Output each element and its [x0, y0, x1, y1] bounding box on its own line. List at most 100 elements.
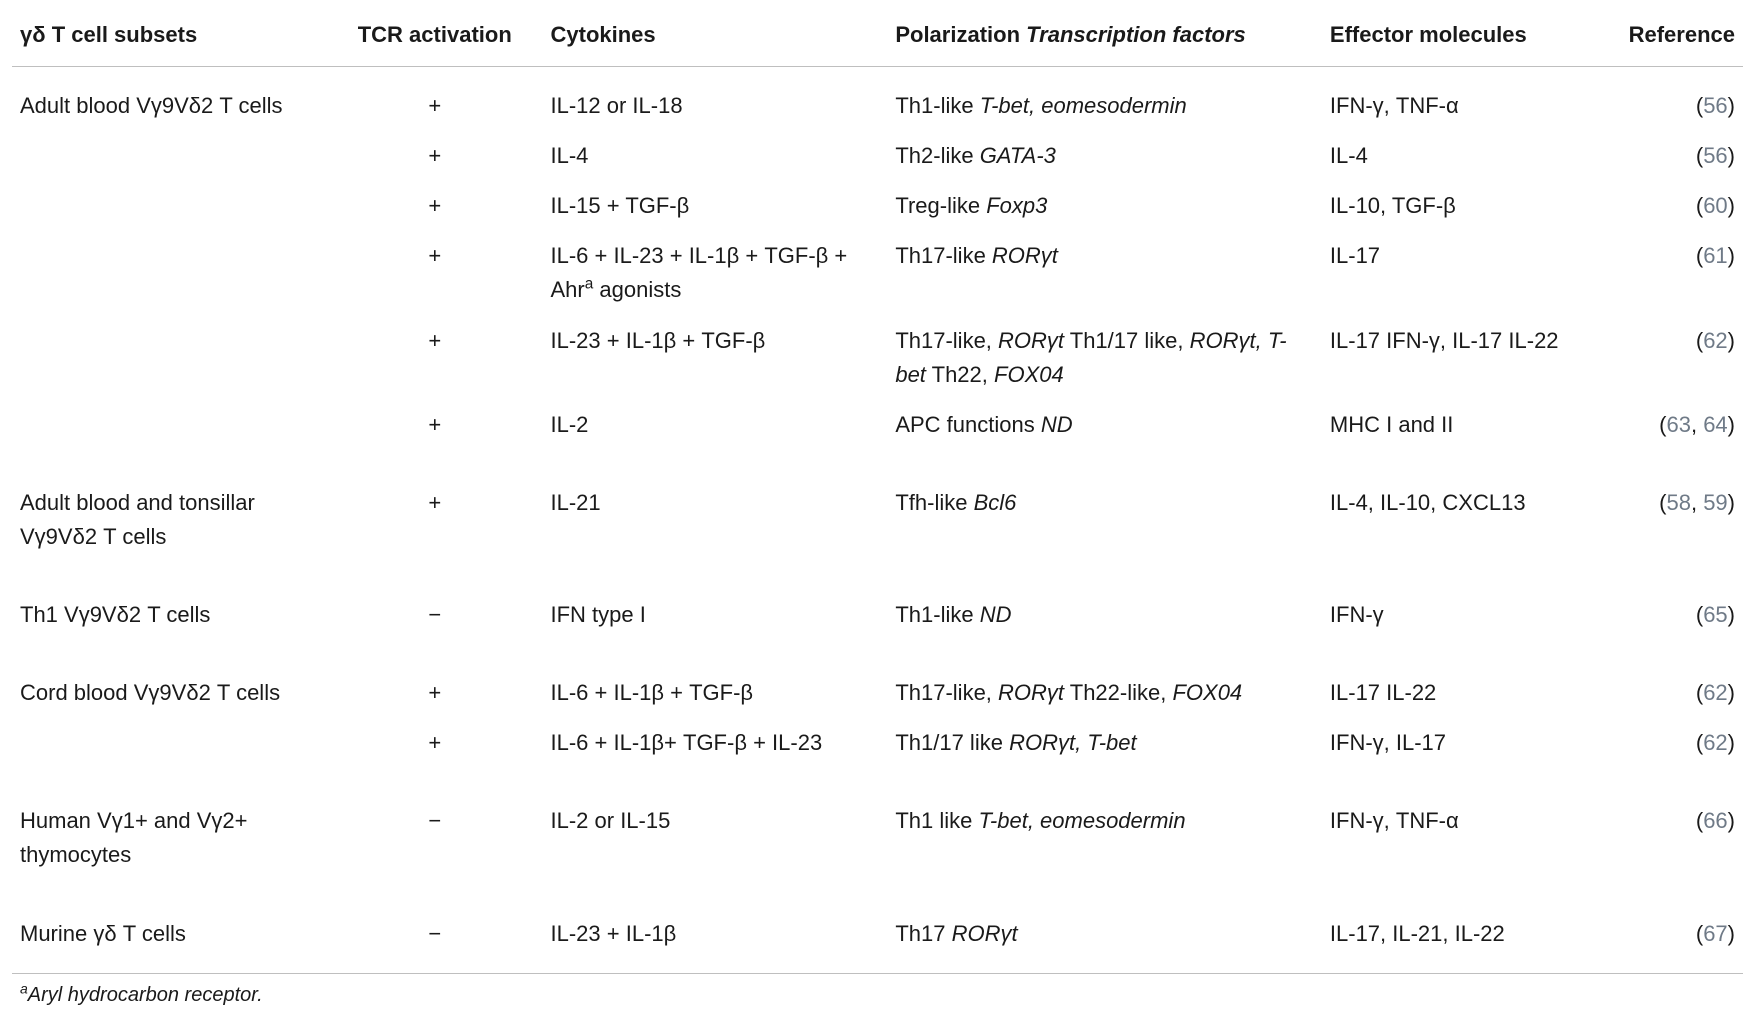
- reference-link[interactable]: 64: [1703, 412, 1727, 437]
- cell-polarization: APC functions ND: [887, 400, 1322, 464]
- table-row: Human Vγ1+ and Vγ2+ thymocytes−IL-2 or I…: [12, 782, 1743, 894]
- row-group: Murine γδ T cells−IL-23 + IL-1βTh17 RORγ…: [12, 895, 1743, 974]
- cell-cytokines: IL-6 + IL-1β + TGF-β: [543, 654, 888, 718]
- reference-link[interactable]: 63: [1666, 412, 1690, 437]
- cell-polarization: Tfh-like Bcl6: [887, 464, 1322, 576]
- cell-subset: Murine γδ T cells: [12, 895, 327, 974]
- table-row: +IL-2APC functions NDMHC I and II(63, 64…: [12, 400, 1743, 464]
- cell-tcr: +: [327, 131, 542, 181]
- cell-polarization: Th1/17 like RORγt, T-bet: [887, 718, 1322, 782]
- cell-subset: [12, 131, 327, 181]
- cell-polarization: Th1-like T-bet, eomesodermin: [887, 67, 1322, 132]
- cell-effector: IL-17, IL-21, IL-22: [1322, 895, 1577, 974]
- cell-tcr: +: [327, 464, 542, 576]
- table-row: Adult blood and tonsillar Vγ9Vδ2 T cells…: [12, 464, 1743, 576]
- cell-reference: (56): [1577, 67, 1743, 132]
- reference-link[interactable]: 59: [1703, 490, 1727, 515]
- reference-link[interactable]: 58: [1666, 490, 1690, 515]
- cell-cytokines: IFN type I: [543, 576, 888, 654]
- table-head: γδ T cell subsetsTCR activationCytokines…: [12, 8, 1743, 67]
- col-header-subset: γδ T cell subsets: [12, 8, 327, 67]
- cell-reference: (56): [1577, 131, 1743, 181]
- cell-tcr: +: [327, 316, 542, 400]
- cell-cytokines: IL-12 or IL-18: [543, 67, 888, 132]
- cell-polarization: Th1 like T-bet, eomesodermin: [887, 782, 1322, 894]
- cell-polarization: Treg-like Foxp3: [887, 181, 1322, 231]
- cell-effector: IL-10, TGF-β: [1322, 181, 1577, 231]
- cell-effector: IL-4: [1322, 131, 1577, 181]
- cell-cytokines: IL-21: [543, 464, 888, 576]
- row-group: Adult blood Vγ9Vδ2 T cells+IL-12 or IL-1…: [12, 67, 1743, 464]
- cell-reference: (58, 59): [1577, 464, 1743, 576]
- row-group: Adult blood and tonsillar Vγ9Vδ2 T cells…: [12, 464, 1743, 576]
- col-header-eff: Effector molecules: [1322, 8, 1577, 67]
- reference-link[interactable]: 62: [1703, 328, 1727, 353]
- cell-polarization: Th17-like, RORγt Th1/17 like, RORγt, T-b…: [887, 316, 1322, 400]
- cell-reference: (67): [1577, 895, 1743, 974]
- reference-link[interactable]: 56: [1703, 143, 1727, 168]
- cell-subset: Adult blood and tonsillar Vγ9Vδ2 T cells: [12, 464, 327, 576]
- row-group: Th1 Vγ9Vδ2 T cells−IFN type ITh1-like ND…: [12, 576, 1743, 654]
- table-row: Th1 Vγ9Vδ2 T cells−IFN type ITh1-like ND…: [12, 576, 1743, 654]
- cell-effector: IFN-γ, IL-17: [1322, 718, 1577, 782]
- cell-tcr: +: [327, 718, 542, 782]
- cell-polarization: Th17-like RORγt: [887, 231, 1322, 315]
- cell-cytokines: IL-2 or IL-15: [543, 782, 888, 894]
- table-row: +IL-15 + TGF-βTreg-like Foxp3IL-10, TGF-…: [12, 181, 1743, 231]
- cell-effector: IL-17 IL-22: [1322, 654, 1577, 718]
- reference-link[interactable]: 61: [1703, 243, 1727, 268]
- cell-subset: [12, 231, 327, 315]
- row-group: Cord blood Vγ9Vδ2 T cells+IL-6 + IL-1β +…: [12, 654, 1743, 782]
- col-header-pol: Polarization Transcription factors: [887, 8, 1322, 67]
- header-row: γδ T cell subsetsTCR activationCytokines…: [12, 8, 1743, 67]
- cell-reference: (62): [1577, 316, 1743, 400]
- cell-reference: (62): [1577, 718, 1743, 782]
- footnote: aAryl hydrocarbon receptor.: [12, 974, 1743, 1007]
- cell-cytokines: IL-4: [543, 131, 888, 181]
- cell-effector: IFN-γ, TNF-α: [1322, 67, 1577, 132]
- cell-tcr: −: [327, 782, 542, 894]
- reference-link[interactable]: 67: [1703, 921, 1727, 946]
- cell-tcr: −: [327, 576, 542, 654]
- cell-tcr: −: [327, 895, 542, 974]
- cell-reference: (66): [1577, 782, 1743, 894]
- cell-subset: Cord blood Vγ9Vδ2 T cells: [12, 654, 327, 718]
- table-row: +IL-23 + IL-1β + TGF-βTh17-like, RORγt T…: [12, 316, 1743, 400]
- reference-link[interactable]: 62: [1703, 680, 1727, 705]
- cell-effector: IL-4, IL-10, CXCL13: [1322, 464, 1577, 576]
- table-row: Murine γδ T cells−IL-23 + IL-1βTh17 RORγ…: [12, 895, 1743, 974]
- cell-cytokines: IL-6 + IL-23 + IL-1β + TGF-β + Ahra agon…: [543, 231, 888, 315]
- cell-effector: MHC I and II: [1322, 400, 1577, 464]
- cell-cytokines: IL-6 + IL-1β+ TGF-β + IL-23: [543, 718, 888, 782]
- table-container: γδ T cell subsetsTCR activationCytokines…: [0, 0, 1755, 1019]
- reference-link[interactable]: 66: [1703, 808, 1727, 833]
- table-row: +IL-6 + IL-23 + IL-1β + TGF-β + Ahra ago…: [12, 231, 1743, 315]
- cell-tcr: +: [327, 67, 542, 132]
- cell-effector: IFN-γ, TNF-α: [1322, 782, 1577, 894]
- cell-cytokines: IL-15 + TGF-β: [543, 181, 888, 231]
- cell-polarization: Th17-like, RORγt Th22-like, FOX04: [887, 654, 1322, 718]
- cell-reference: (60): [1577, 181, 1743, 231]
- cell-reference: (65): [1577, 576, 1743, 654]
- reference-link[interactable]: 65: [1703, 602, 1727, 627]
- row-group: Human Vγ1+ and Vγ2+ thymocytes−IL-2 or I…: [12, 782, 1743, 894]
- cell-subset: [12, 718, 327, 782]
- reference-link[interactable]: 60: [1703, 193, 1727, 218]
- col-header-tcr: TCR activation: [327, 8, 542, 67]
- cell-cytokines: IL-23 + IL-1β + TGF-β: [543, 316, 888, 400]
- cell-cytokines: IL-2: [543, 400, 888, 464]
- cell-effector: IL-17 IFN-γ, IL-17 IL-22: [1322, 316, 1577, 400]
- reference-link[interactable]: 62: [1703, 730, 1727, 755]
- cell-reference: (61): [1577, 231, 1743, 315]
- subset-table: γδ T cell subsetsTCR activationCytokines…: [12, 8, 1743, 974]
- cell-subset: Th1 Vγ9Vδ2 T cells: [12, 576, 327, 654]
- table-row: Cord blood Vγ9Vδ2 T cells+IL-6 + IL-1β +…: [12, 654, 1743, 718]
- cell-tcr: +: [327, 231, 542, 315]
- table-row: +IL-4Th2-like GATA-3IL-4(56): [12, 131, 1743, 181]
- cell-polarization: Th2-like GATA-3: [887, 131, 1322, 181]
- col-header-ref: Reference: [1577, 8, 1743, 67]
- cell-reference: (63, 64): [1577, 400, 1743, 464]
- table-row: +IL-6 + IL-1β+ TGF-β + IL-23Th1/17 like …: [12, 718, 1743, 782]
- cell-reference: (62): [1577, 654, 1743, 718]
- reference-link[interactable]: 56: [1703, 93, 1727, 118]
